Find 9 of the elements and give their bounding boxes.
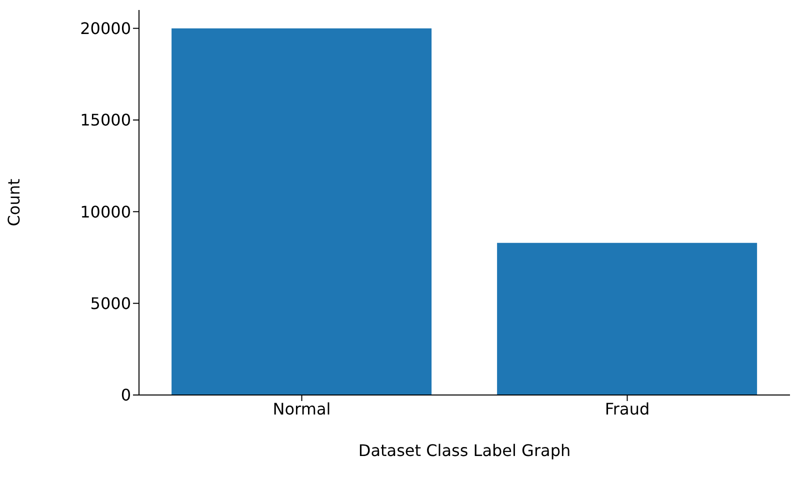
x-tick-label: Normal	[272, 399, 331, 418]
x-axis-title: Dataset Class Label Graph	[358, 441, 571, 460]
x-tick-label: Fraud	[604, 399, 650, 418]
y-axis-title: Count	[4, 178, 24, 226]
y-tick-label: 0	[120, 386, 131, 405]
y-tick-label: 20000	[80, 19, 131, 38]
y-tick-label: 5000	[90, 294, 131, 314]
y-tick-label: 15000	[80, 110, 131, 130]
y-tick-label: 10000	[80, 202, 131, 222]
